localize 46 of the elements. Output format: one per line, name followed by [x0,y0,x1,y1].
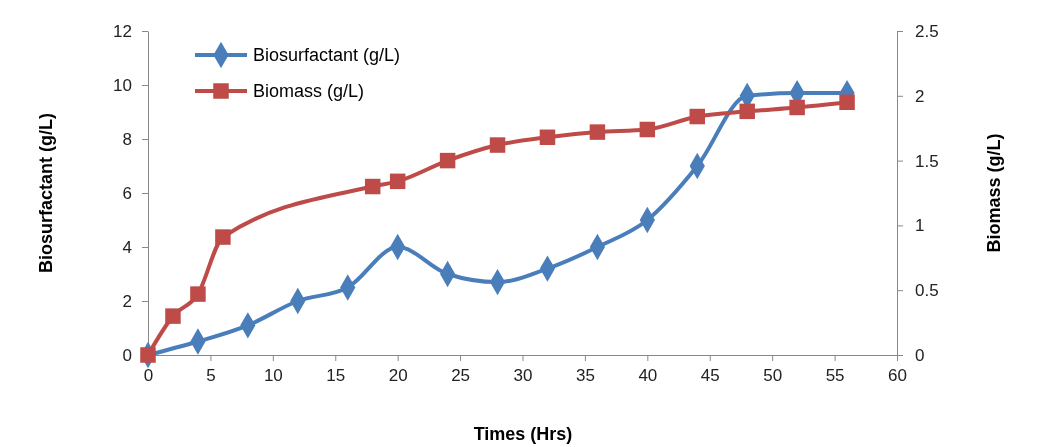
y2-tick-label: 2.5 [915,21,939,41]
y-tick-label: 4 [122,237,132,257]
x-tick-label: 40 [638,366,658,386]
y2-tick-label: 2 [915,86,925,106]
x-tick-label: 55 [825,366,845,386]
point [789,99,805,116]
x-tick-label: 5 [206,366,216,386]
point [165,308,181,324]
x-tick-label: 10 [263,366,283,386]
point [739,103,755,120]
point [389,173,406,190]
y2-tick-label: 1 [915,216,925,236]
legend-label: Biomass (g/L) [253,81,365,101]
x-tick-label: 15 [326,366,346,386]
x-tick-label: 60 [888,366,907,386]
legend-label: Biosurfactant (g/L) [253,45,401,65]
y2-tick-label: 0 [915,345,925,365]
point [489,137,506,153]
y-tick-label: 12 [113,21,132,41]
y-axis-title: Biosurfactant (g/L) [36,113,56,273]
point [439,152,456,169]
point [190,286,206,302]
x-tick-label: 45 [700,366,720,386]
x-tick-label: 20 [388,366,408,386]
y2-axis-title: Biomass (g/L) [984,133,1004,253]
y-tick-label: 8 [122,129,132,149]
y-tick-label: 6 [122,183,132,203]
point [689,108,706,125]
point [639,121,656,138]
x-tick-label: 30 [513,366,533,386]
y-tick-label: 2 [122,291,132,311]
x-axis-title: Times (Hrs) [473,424,573,444]
point [140,347,156,363]
y2-tick-label: 0.5 [915,281,939,301]
y-tick-label: 10 [113,75,132,95]
point [215,229,231,245]
y2-tick-label: 1.5 [915,151,939,171]
point [539,129,556,146]
point [589,124,606,140]
x-tick-label: 35 [575,366,595,386]
y-tick-label: 0 [122,345,132,365]
x-tick-label: 0 [143,366,154,386]
point [364,178,381,195]
point [839,94,855,111]
x-tick-label: 25 [451,366,471,386]
x-tick-label: 50 [763,366,783,386]
